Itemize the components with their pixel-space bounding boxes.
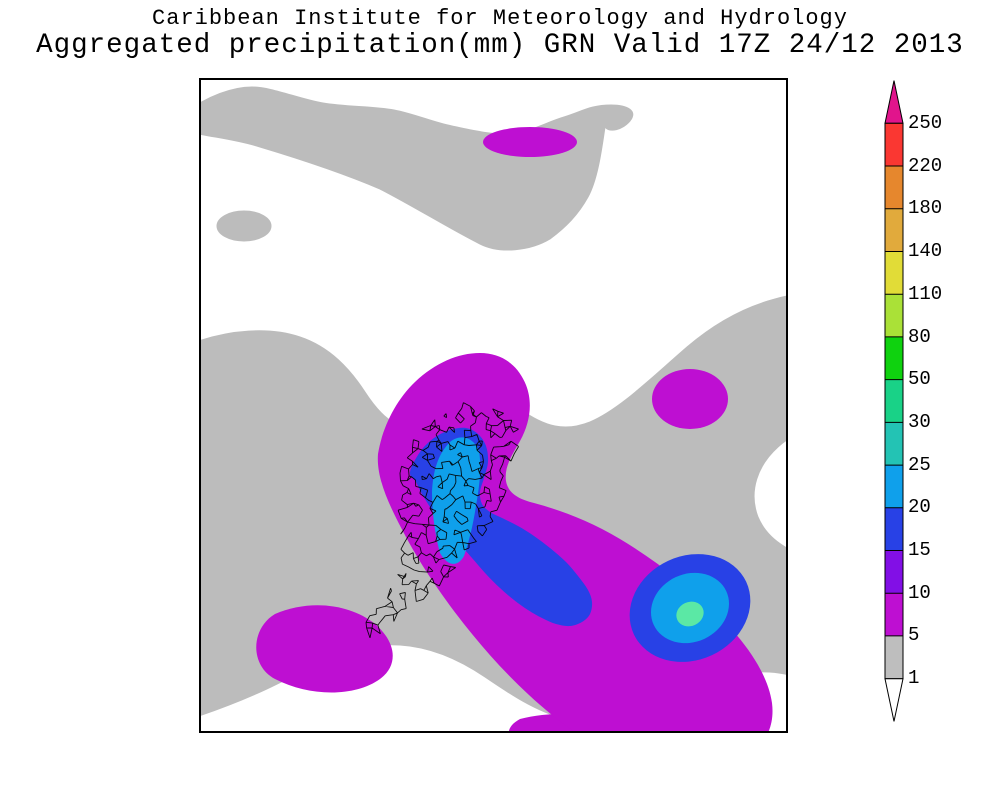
svg-text:110: 110 [908,283,942,305]
svg-text:180: 180 [908,197,942,219]
svg-text:140: 140 [908,240,942,262]
svg-text:30: 30 [908,411,931,433]
svg-text:15: 15 [908,539,931,561]
svg-text:250: 250 [908,112,942,134]
svg-text:5: 5 [908,624,919,646]
svg-text:25: 25 [908,454,931,476]
svg-text:10: 10 [908,582,931,604]
svg-text:50: 50 [908,368,931,390]
svg-text:20: 20 [908,496,931,518]
svg-text:80: 80 [908,326,931,348]
svg-text:220: 220 [908,155,942,177]
svg-text:1: 1 [908,667,919,689]
